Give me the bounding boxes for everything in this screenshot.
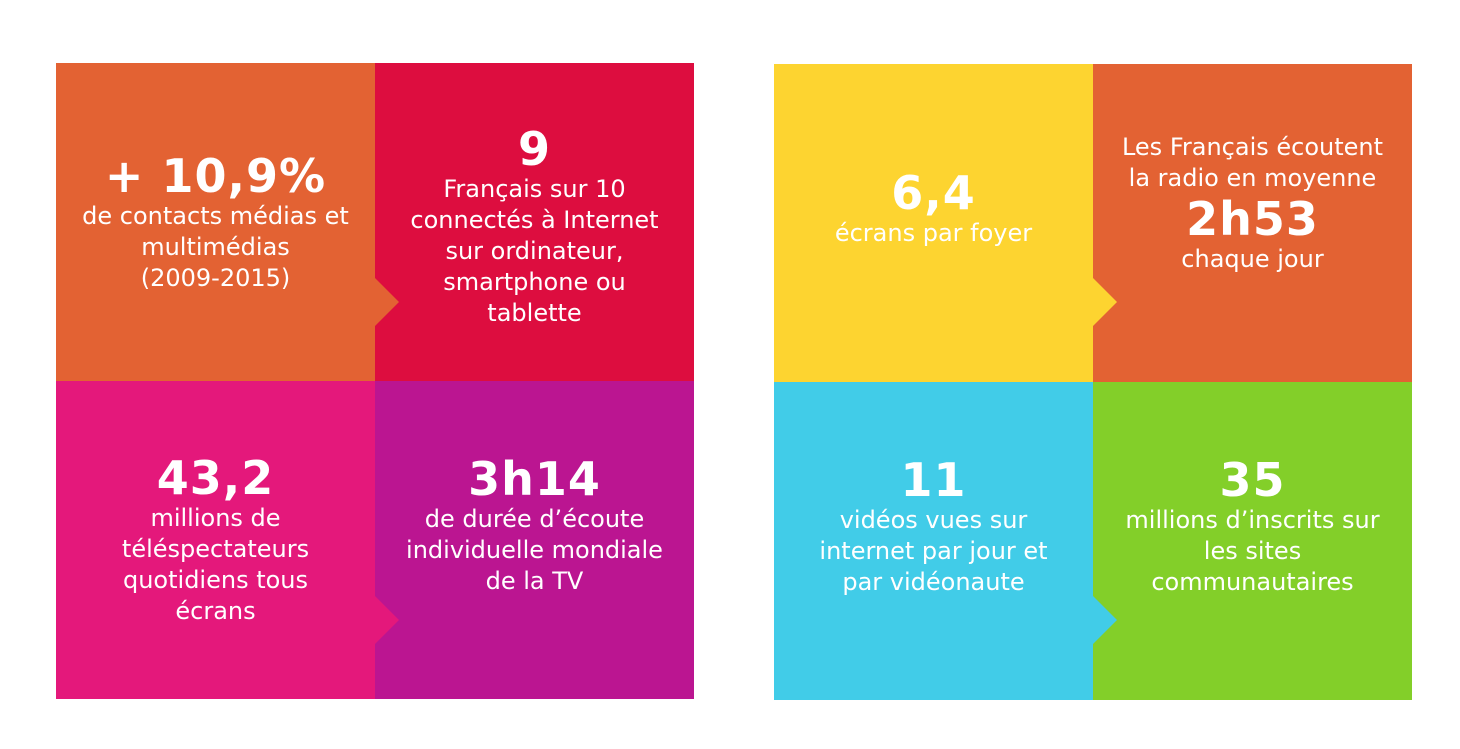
arrow-connector xyxy=(1093,596,1117,644)
arrow-connector xyxy=(1093,278,1117,326)
stat-description: vidéos vues sur internet par jour et par… xyxy=(819,505,1048,596)
stat-intro: Les Français écoutent la radio en moyenn… xyxy=(1121,132,1384,192)
stat-description: chaque jour xyxy=(1181,244,1324,273)
arrow-connector xyxy=(375,278,399,326)
tile-radio: Les Français écoutent la radio en moyenn… xyxy=(1093,64,1412,382)
stat-value: 9 xyxy=(517,121,551,176)
stat-value: 43,2 xyxy=(156,451,275,505)
stat-description: de durée d’écoute individuelle mondiale … xyxy=(406,504,663,595)
tile-social-networks: 35 millions d’inscrits sur les sites com… xyxy=(1093,382,1412,700)
tile-tv-viewers: 43,2 millions de téléspectateurs quotidi… xyxy=(56,381,375,699)
stat-value: 2h53 xyxy=(1186,191,1319,246)
stat-description: millions de téléspectateurs quotidiens t… xyxy=(121,504,310,625)
tile-tv-duration: 3h14 de durée d’écoute individuelle mond… xyxy=(375,381,694,699)
stat-description: Français sur 10 connectés à Internet sur… xyxy=(410,174,659,327)
stat-description: écrans par foyer xyxy=(834,218,1033,247)
stat-value: 11 xyxy=(900,452,967,507)
tile-videos: 11 vidéos vues sur internet par jour et … xyxy=(774,382,1093,700)
stat-description: millions d’inscrits sur les sites commun… xyxy=(1125,505,1380,596)
tile-screens: 6,4 écrans par foyer xyxy=(774,64,1093,382)
stat-value: 35 xyxy=(1219,452,1286,507)
arrow-connector xyxy=(375,596,399,644)
stat-value: + 10,9% xyxy=(104,148,327,203)
tile-internet-connected: 9 Français sur 10 connectés à Internet s… xyxy=(375,63,694,381)
tile-media-contacts: + 10,9% de contacts médias et multimédia… xyxy=(56,63,375,381)
stat-value: 3h14 xyxy=(468,451,601,506)
stat-value: 6,4 xyxy=(891,165,976,220)
stat-description: de contacts médias et multimédias (2009-… xyxy=(82,201,349,292)
